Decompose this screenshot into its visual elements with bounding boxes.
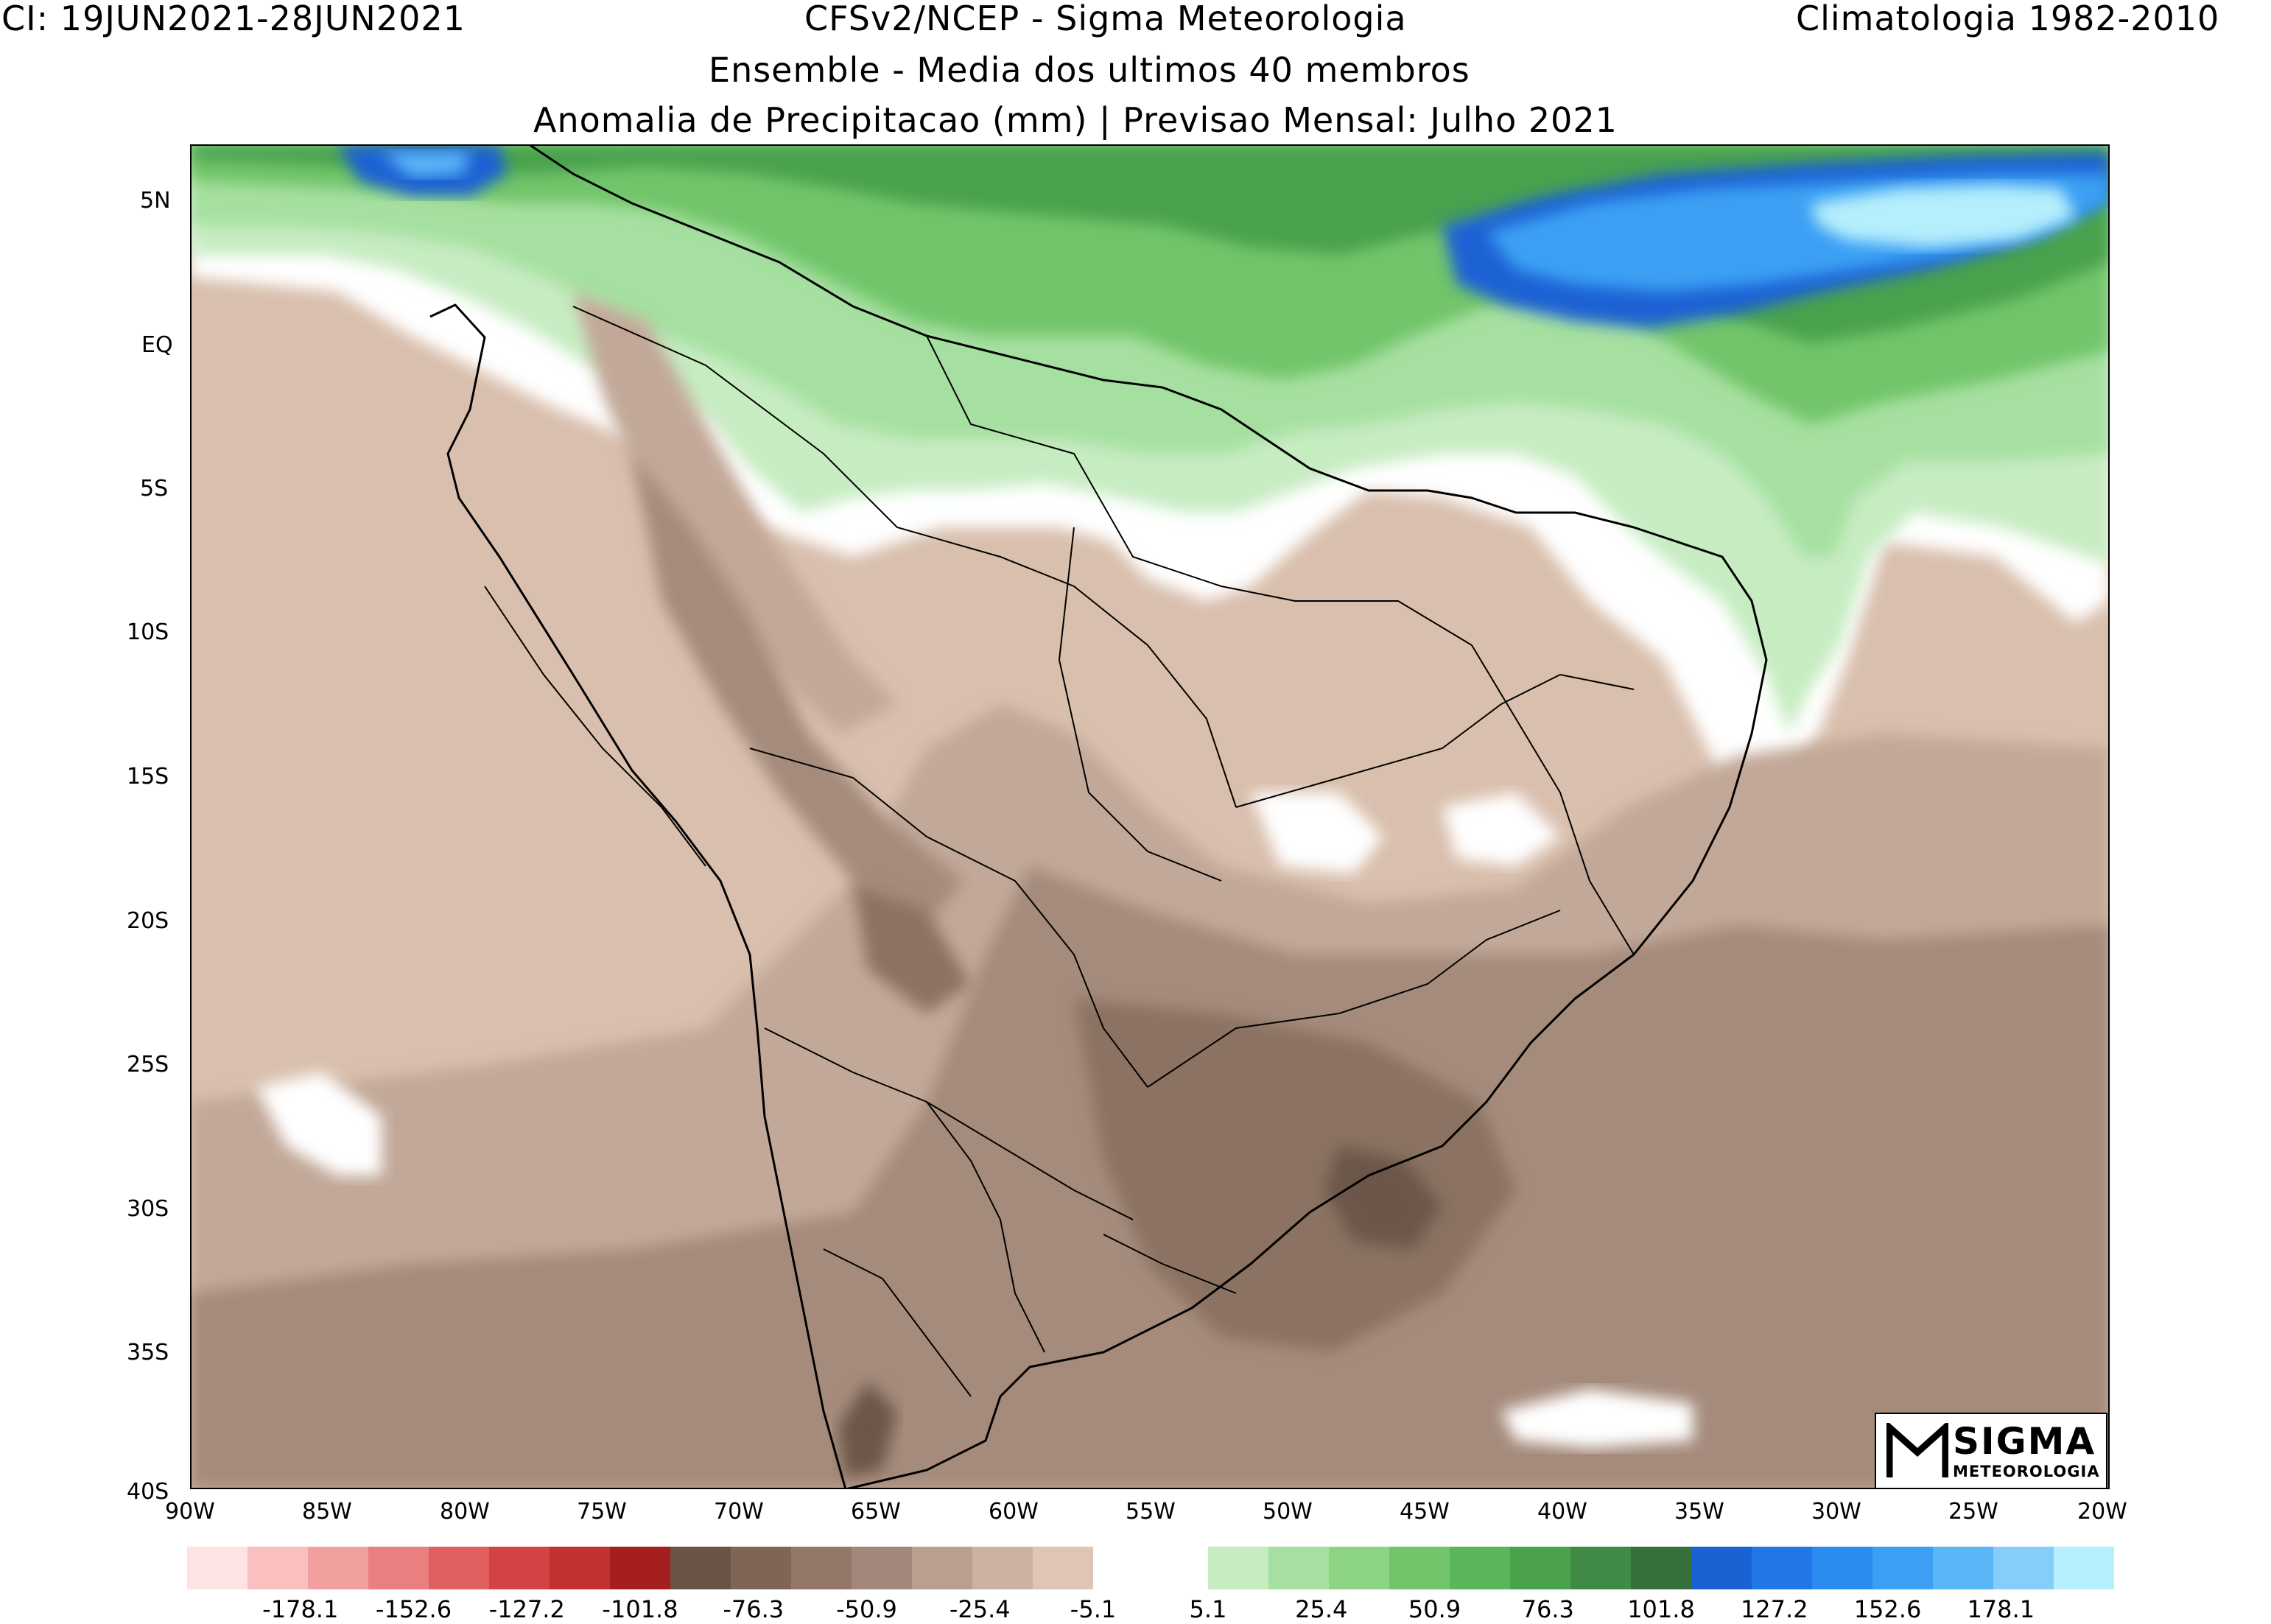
colorbar-dry-label: -178.1: [262, 1595, 339, 1623]
colorbar-dry-swatch: [670, 1547, 731, 1589]
field-dry-5b: [838, 1382, 897, 1477]
header-period: CI: 19JUN2021-28JUN2021: [1, 0, 466, 38]
field-dry-4: [1074, 999, 1516, 1352]
field-neutral-patch-4: [1501, 1389, 1693, 1448]
colorbar-dry-swatch: [550, 1547, 610, 1589]
header-ensemble: Ensemble - Media dos ultimos 40 membros: [709, 50, 1470, 90]
colorbar-wet-swatch: [1812, 1547, 1872, 1589]
sigma-logo: SIGMA METEOROLOGIA: [1875, 1413, 2107, 1489]
sigma-m-icon: [1886, 1423, 1948, 1477]
lon-tick-50w: 50W: [1263, 1499, 1313, 1525]
field-dry-2b: [573, 292, 897, 734]
colorbar-wet-swatch: [1872, 1547, 1933, 1589]
field-neutral-patch-3: [1442, 792, 1560, 866]
colorbar-wet-label: 50.9: [1408, 1595, 1461, 1623]
colorbar-wet-swatch: [1933, 1547, 1993, 1589]
field-dry-3b: [632, 454, 963, 925]
lat-tick-30s: 30S: [127, 1196, 169, 1222]
colorbar-wet-swatch: [1208, 1547, 1268, 1589]
lat-tick-20s: 20S: [127, 908, 169, 934]
lon-tick-35w: 35W: [1674, 1499, 1724, 1525]
header-climatology: Climatologia 1982-2010: [1796, 0, 2220, 38]
colorbar-wet-swatch: [1691, 1547, 1752, 1589]
colorbar-wet-label: 76.3: [1521, 1595, 1574, 1623]
field-neutral-patch-2: [1251, 792, 1383, 873]
lon-tick-85w: 85W: [302, 1499, 352, 1525]
colorbar-wet-label: 101.8: [1627, 1595, 1695, 1623]
lon-tick-90w: 90W: [165, 1499, 215, 1525]
colorbar-wet-label: 178.1: [1967, 1595, 2035, 1623]
colorbar-dry-swatch: [368, 1547, 429, 1589]
colorbar-dry-label: -152.6: [375, 1595, 452, 1623]
map-panel: [190, 144, 2110, 1489]
logo-word-meteorologia: METEOROLOGIA: [1953, 1463, 2100, 1480]
colorbar-wet-swatch: [1993, 1547, 2054, 1589]
colorbar-wet-swatch: [1510, 1547, 1570, 1589]
lat-tick-35s: 35S: [127, 1340, 169, 1365]
colorbar-dry-label: -25.4: [949, 1595, 1011, 1623]
colorbar-dry-swatch: [248, 1547, 308, 1589]
header-model: CFSv2/NCEP - Sigma Meteorologia: [804, 0, 1407, 38]
lon-tick-25w: 25W: [1948, 1499, 1998, 1525]
colorbar-wet-swatch: [2054, 1547, 2114, 1589]
header-variable: Anomalia de Precipitacao (mm) | Previsao…: [533, 100, 1618, 140]
lat-tick-25s: 25S: [127, 1052, 169, 1078]
colorbar-dry-swatch: [912, 1547, 972, 1589]
colorbar-dry-swatch: [972, 1547, 1033, 1589]
colorbar-dry-swatch: [308, 1547, 368, 1589]
lat-tick-5s: 5S: [140, 476, 169, 502]
colorbar-dry-swatch: [731, 1547, 791, 1589]
lon-tick-20w: 20W: [2077, 1499, 2127, 1525]
lon-tick-30w: 30W: [1811, 1499, 1861, 1525]
colorbar-wet-swatch: [1631, 1547, 1691, 1589]
lon-tick-80w: 80W: [440, 1499, 490, 1525]
lat-tick-10s: 10S: [127, 619, 169, 645]
lat-tick-eq: EQ: [141, 332, 173, 358]
colorbar-wet-label: 25.4: [1295, 1595, 1348, 1623]
lon-tick-45w: 45W: [1400, 1499, 1450, 1525]
field-wet-atlantic-blue-3: [1811, 185, 2076, 247]
colorbar-wet-swatch: [1329, 1547, 1389, 1589]
colorbar-dry-swatch: [1033, 1547, 1093, 1589]
field-dry-5: [1324, 1146, 1442, 1249]
colorbar-wet-label: 127.2: [1740, 1595, 1808, 1623]
lon-tick-65w: 65W: [851, 1499, 901, 1525]
colorbar-dry-swatch: [429, 1547, 489, 1589]
colorbar-wet-swatch: [1752, 1547, 1812, 1589]
colorbar-dry-swatch: [610, 1547, 670, 1589]
colorbar-dry-label: -127.2: [488, 1595, 565, 1623]
colorbar-wet-swatch: [1450, 1547, 1510, 1589]
colorbar-wet-label: 152.6: [1853, 1595, 1922, 1623]
field-wet-pacific-blue-2: [382, 152, 470, 177]
lon-tick-55w: 55W: [1126, 1499, 1176, 1525]
colorbar-dry-swatch: [489, 1547, 550, 1589]
colorbar-dry-swatch: [791, 1547, 852, 1589]
colorbar-dry-swatch: [852, 1547, 912, 1589]
colorbar-dry-label: -101.8: [602, 1595, 678, 1623]
colorbar-dry-label: -50.9: [836, 1595, 897, 1623]
lon-tick-70w: 70W: [714, 1499, 764, 1525]
field-neutral-patch-1: [256, 1072, 382, 1175]
colorbar-wet-swatch: [1570, 1547, 1631, 1589]
coastlines: [429, 144, 1768, 1489]
colorbar-wet-swatch: [1389, 1547, 1450, 1589]
colorbar-dry-swatch: [187, 1547, 248, 1589]
lon-tick-60w: 60W: [989, 1499, 1039, 1525]
anomaly-map: [190, 144, 2110, 1489]
logo-word-sigma: SIGMA: [1953, 1420, 2096, 1463]
colorbar-dry-label: -5.1: [1070, 1595, 1117, 1623]
colorbar-dry: [187, 1547, 1093, 1589]
colorbar-wet-label: 5.1: [1189, 1595, 1227, 1623]
map-border: [190, 144, 2110, 1489]
lon-tick-75w: 75W: [577, 1499, 627, 1525]
lon-tick-40w: 40W: [1537, 1499, 1587, 1525]
colorbar-dry-label: -76.3: [723, 1595, 785, 1623]
lat-tick-5n: 5N: [140, 188, 171, 214]
field-dry-4b: [853, 881, 971, 1013]
colorbar-wet: [1208, 1547, 2114, 1589]
lat-tick-40s: 40S: [127, 1479, 169, 1505]
colorbar-wet-swatch: [1268, 1547, 1329, 1589]
lat-tick-15s: 15S: [127, 764, 169, 790]
political-borders: [484, 306, 1635, 1397]
